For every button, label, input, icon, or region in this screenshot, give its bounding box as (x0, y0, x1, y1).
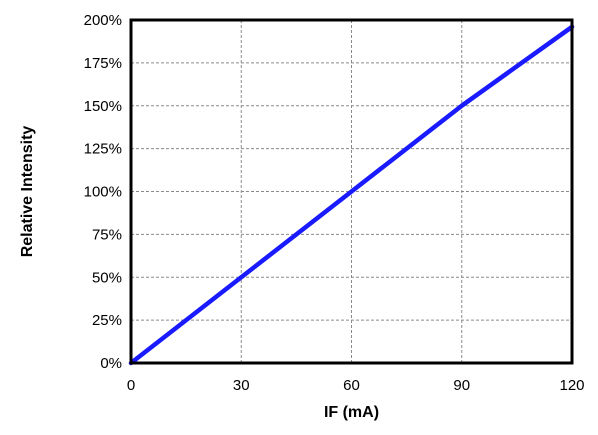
y-tick-label: 175% (84, 55, 122, 72)
series-line (128, 24, 575, 366)
x-tick-label: 90 (453, 377, 470, 394)
y-tick-label: 0% (100, 355, 122, 372)
y-tick-label: 125% (84, 141, 122, 158)
y-tick-label: 25% (92, 312, 122, 329)
x-tick-label: 0 (127, 377, 135, 394)
y-tick-label: 75% (92, 226, 122, 243)
y-tick-labels: 0% 25% 50% 75% 100% 125% 150% 175% 200% (84, 12, 122, 372)
y-tick-label: 100% (84, 184, 122, 201)
y-tick-label: 50% (92, 269, 122, 286)
x-tick-label: 120 (559, 377, 584, 394)
x-tick-label: 30 (233, 377, 250, 394)
y-tick-label: 150% (84, 98, 122, 115)
series-layer (128, 24, 575, 366)
y-axis-title: Relative Intensity (19, 126, 36, 258)
x-tick-label: 60 (343, 377, 360, 394)
x-axis-title: IF (mA) (324, 404, 379, 421)
plot-frame (129, 18, 574, 365)
y-tick-label: 200% (84, 12, 122, 29)
x-tick-labels: 0 30 60 90 120 (127, 377, 585, 394)
